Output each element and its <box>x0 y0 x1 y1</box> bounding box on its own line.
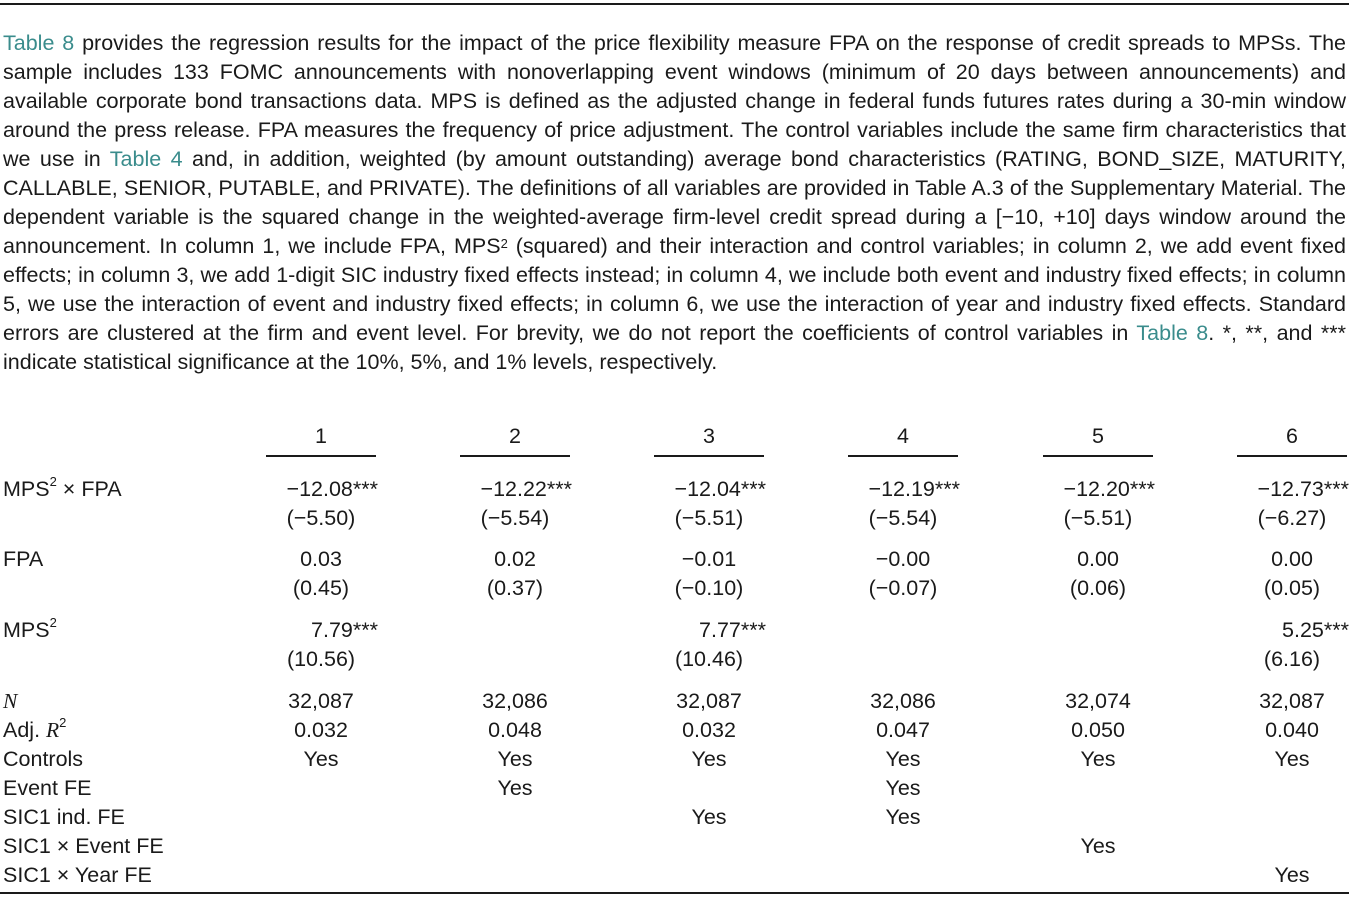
cell-controls-col2: Yes <box>497 747 533 771</box>
cell-n-col2: 32,086 <box>482 689 548 713</box>
cell-mps2-t-col6: (6.16) <box>1263 647 1321 671</box>
column-header-4: 4 <box>897 424 909 448</box>
cell-interaction-t-col5: (−5.51) <box>1063 506 1133 530</box>
cell-sic1-fe-col4: Yes <box>885 805 921 829</box>
row-label-adj-r2: Adj. R2 <box>3 715 67 742</box>
cell-interaction-coef-col1: −12.08*** <box>286 477 378 501</box>
caption-text-1: provides the regression results for the … <box>3 31 1346 171</box>
cell-interaction-t-col2: (−5.54) <box>480 506 550 530</box>
cell-fpa-t-col4: (−0.07) <box>868 576 938 600</box>
cell-adjr2-col3: 0.032 <box>682 718 736 742</box>
cell-interaction-coef-col4: −12.19*** <box>868 477 960 501</box>
column-header-3: 3 <box>703 424 715 448</box>
table-8-link-2[interactable]: Table 8 <box>1136 321 1209 345</box>
row-label-sic1-event-fe: SIC1 × Event FE <box>3 834 164 858</box>
column-header-5: 5 <box>1092 424 1104 448</box>
cell-fpa-coef-col6: 0.00 <box>1271 547 1313 571</box>
cell-controls-col4: Yes <box>885 747 921 771</box>
column-header-2: 2 <box>509 424 521 448</box>
cell-n-col3: 32,087 <box>676 689 742 713</box>
cell-event-fe-col2: Yes <box>497 776 533 800</box>
row-label-fpa: FPA <box>3 547 44 571</box>
cell-fpa-coef-col1: 0.03 <box>300 547 342 571</box>
cell-fpa-t-col2: (0.37) <box>486 576 544 600</box>
cell-interaction-t-col3: (−5.51) <box>674 506 744 530</box>
table-4-link[interactable]: Table 4 <box>109 147 183 171</box>
cell-interaction-coef-col3: −12.04*** <box>674 477 766 501</box>
cell-adjr2-col2: 0.048 <box>488 718 542 742</box>
cell-interaction-coef-col6: −12.73*** <box>1257 477 1349 501</box>
column-rule-5 <box>1043 455 1153 457</box>
cell-n-col6: 32,087 <box>1259 689 1325 713</box>
row-label-sic1-year-fe: SIC1 × Year FE <box>3 863 152 887</box>
cell-fpa-t-col3: (−0.10) <box>674 576 744 600</box>
cell-fpa-coef-col2: 0.02 <box>494 547 536 571</box>
cell-fpa-t-col6: (0.05) <box>1263 576 1321 600</box>
cell-mps2-t-col3: (10.46) <box>674 647 744 671</box>
cell-n-col5: 32,074 <box>1065 689 1131 713</box>
cell-interaction-t-col6: (−6.27) <box>1257 506 1327 530</box>
cell-sic1-year-col6: Yes <box>1274 863 1310 887</box>
cell-controls-col3: Yes <box>691 747 727 771</box>
cell-mps2-coef-col6: 5.25*** <box>1282 618 1349 642</box>
column-rule-6 <box>1237 455 1347 457</box>
column-rule-3 <box>654 455 764 457</box>
cell-interaction-coef-col2: −12.22*** <box>480 477 572 501</box>
row-label-interaction: MPS2 × FPA <box>3 474 122 501</box>
cell-adjr2-col6: 0.040 <box>1265 718 1319 742</box>
column-header-1: 1 <box>315 424 327 448</box>
column-rule-4 <box>848 455 958 457</box>
top-rule <box>0 3 1349 5</box>
row-label-n: N <box>3 689 18 713</box>
cell-mps2-coef-col3: 7.77*** <box>699 618 766 642</box>
cell-adjr2-col4: 0.047 <box>876 718 930 742</box>
cell-sic1-event-col5: Yes <box>1080 834 1116 858</box>
cell-fpa-coef-col4: −0.00 <box>875 547 931 571</box>
cell-sic1-fe-col3: Yes <box>691 805 727 829</box>
cell-fpa-t-col1: (0.45) <box>292 576 350 600</box>
cell-fpa-t-col5: (0.06) <box>1069 576 1127 600</box>
cell-adjr2-col5: 0.050 <box>1071 718 1125 742</box>
cell-fpa-coef-col3: −0.01 <box>681 547 737 571</box>
cell-event-fe-col4: Yes <box>885 776 921 800</box>
caption-text-4: . *, **, and *** indicate statistical si… <box>3 321 1346 374</box>
cell-fpa-coef-col5: 0.00 <box>1077 547 1119 571</box>
column-rule-2 <box>460 455 570 457</box>
cell-mps2-coef-col1: 7.79*** <box>311 618 378 642</box>
row-label-controls: Controls <box>3 747 84 771</box>
bottom-rule <box>0 892 1349 894</box>
caption-superscript: 2 <box>500 236 508 251</box>
cell-n-col1: 32,087 <box>288 689 354 713</box>
cell-mps2-t-col1: (10.56) <box>286 647 356 671</box>
cell-n-col4: 32,086 <box>870 689 936 713</box>
row-label-mps2: MPS2 <box>3 615 57 642</box>
cell-controls-col6: Yes <box>1274 747 1310 771</box>
cell-interaction-t-col1: (−5.50) <box>286 506 356 530</box>
table-caption: Table 8 provides the regression results … <box>3 29 1346 377</box>
column-header-6: 6 <box>1286 424 1298 448</box>
caption-text-2: and, in addition, weighted (by amount ou… <box>3 147 1346 258</box>
cell-interaction-t-col4: (−5.54) <box>868 506 938 530</box>
row-label-event-fe: Event FE <box>3 776 92 800</box>
table-8-link[interactable]: Table 8 <box>3 31 75 55</box>
cell-interaction-coef-col5: −12.20*** <box>1063 477 1155 501</box>
cell-controls-col1: Yes <box>303 747 339 771</box>
cell-controls-col5: Yes <box>1080 747 1116 771</box>
column-rule-1 <box>266 455 376 457</box>
cell-adjr2-col1: 0.032 <box>294 718 348 742</box>
row-label-sic1-fe: SIC1 ind. FE <box>3 805 125 829</box>
caption-text-3: (squared) and their interaction and cont… <box>3 234 1346 345</box>
